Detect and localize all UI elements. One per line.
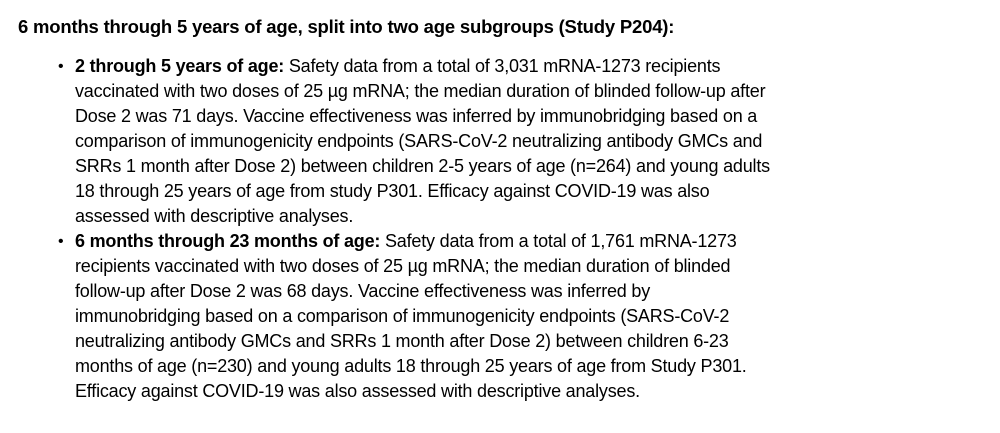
- text-line: Efficacy against COVID-19 was also asses…: [75, 381, 640, 401]
- list-item-label: 2 through 5 years of age:: [75, 56, 285, 76]
- list-item-text: 6 months through 23 months of age: Safet…: [75, 229, 980, 404]
- text-line: neutralizing antibody GMCs and SRRs 1 mo…: [75, 331, 729, 351]
- text-line: immunobridging based on a comparison of …: [75, 306, 730, 326]
- text-line: 6 months through 23 months of age: Safet…: [75, 229, 980, 254]
- section-heading: 6 months through 5 years of age, split i…: [18, 16, 675, 37]
- bullet-icon: •: [58, 58, 64, 75]
- text-line: recipients vaccinated with two doses of …: [75, 256, 731, 276]
- list-item-label: 6 months through 23 months of age:: [75, 231, 381, 251]
- text-line: comparison of immunogenicity endpoints (…: [75, 131, 763, 151]
- list-item-text: 2 through 5 years of age: Safety data fr…: [75, 54, 980, 229]
- text-line: vaccinated with two doses of 25 µg mRNA;…: [75, 81, 766, 101]
- list-item: • 6 months through 23 months of age: Saf…: [18, 229, 980, 404]
- text-run: Safety data from a total of 3,031 mRNA-1…: [284, 56, 721, 76]
- text-line: follow-up after Dose 2 was 68 days. Vacc…: [75, 281, 651, 301]
- text-run: Safety data from a total of 1,761 mRNA-1…: [380, 231, 737, 251]
- text-line: 18 through 25 years of age from study P3…: [75, 181, 710, 201]
- bullet-list: • 2 through 5 years of age: Safety data …: [18, 54, 980, 404]
- list-item: • 2 through 5 years of age: Safety data …: [18, 54, 980, 229]
- text-line: Dose 2 was 71 days. Vaccine effectivenes…: [75, 106, 758, 126]
- bullet-icon: •: [58, 233, 64, 250]
- text-line: SRRs 1 month after Dose 2) between child…: [75, 156, 770, 176]
- text-line: months of age (n=230) and young adults 1…: [75, 356, 747, 376]
- text-line: 2 through 5 years of age: Safety data fr…: [75, 54, 980, 79]
- text-line: assessed with descriptive analyses.: [75, 206, 354, 226]
